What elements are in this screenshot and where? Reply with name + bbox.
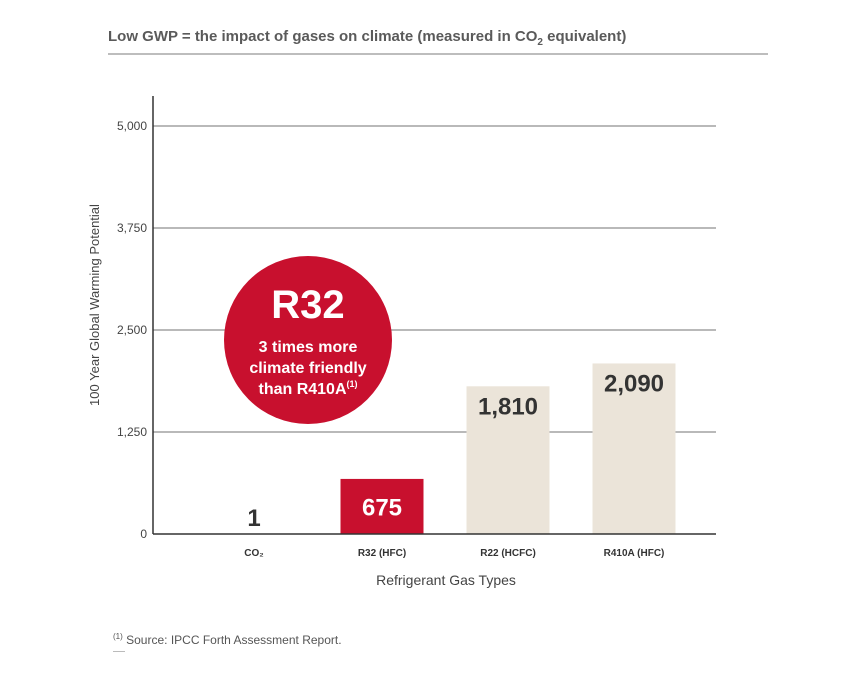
x-tick-labels: CO₂ R32 (HFC) R22 (HCFC) R410A (HFC) (244, 548, 664, 559)
bar (466, 386, 550, 534)
y-tick-label: 1,250 (117, 425, 147, 439)
footnote-divider (113, 651, 125, 652)
x-axis-label: Refrigerant Gas Types (376, 572, 516, 588)
y-axis-label: 100 Year Global Warming Potential (87, 204, 102, 406)
value-label: 1 (247, 505, 260, 532)
chart-title: Low GWP = the impact of gases on climate… (108, 28, 627, 48)
callout-line-3: than R410A(1) (258, 379, 357, 398)
x-tick-label: CO₂ (244, 548, 263, 559)
bar (340, 478, 424, 534)
x-tick-label: R32 (HFC) (358, 548, 406, 559)
x-tick-label: R22 (HCFC) (480, 548, 536, 559)
bar-chart: 0 1,250 2,500 3,750 5,000 CO₂ R32 (HFC) R22 (H… (87, 96, 716, 588)
y-tick-label: 2,500 (117, 323, 147, 337)
callout-circle (224, 256, 392, 424)
y-tick-label: 0 (140, 527, 147, 541)
callout-badge: R32 3 times more climate friendly than R… (224, 256, 392, 424)
y-tick-label: 3,750 (117, 221, 147, 235)
x-tick-label: R410A (HFC) (604, 548, 665, 559)
value-label: 1,810 (478, 393, 538, 420)
callout-line-1: 3 times more (259, 339, 358, 356)
bar (592, 363, 676, 534)
value-labels: 1 675 1,810 2,090 (247, 370, 664, 531)
bars (212, 363, 676, 534)
y-tick-labels: 0 1,250 2,500 3,750 5,000 (117, 119, 147, 541)
callout-line-2: climate friendly (249, 360, 366, 377)
value-label: 675 (362, 494, 402, 521)
callout-title: R32 (271, 283, 344, 327)
y-tick-label: 5,000 (117, 119, 147, 133)
footnote: (1) Source: IPCC Forth Assessment Report… (113, 632, 342, 647)
title-divider (108, 53, 768, 55)
value-label: 2,090 (604, 370, 664, 397)
